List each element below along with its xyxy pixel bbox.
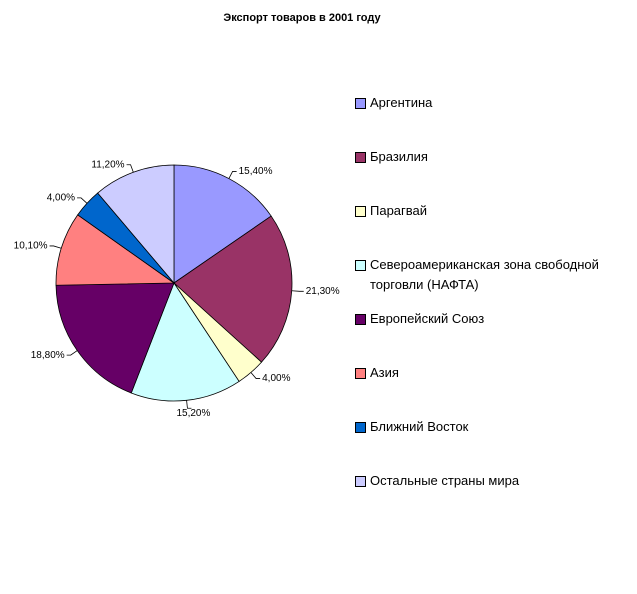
- legend-label: Североамериканская зона свободной торгов…: [370, 257, 599, 292]
- leader-line: [186, 400, 192, 409]
- legend-label: Азия: [370, 365, 399, 380]
- leader-line: [126, 164, 134, 173]
- legend-entry: Азия: [355, 363, 635, 383]
- leader-line: [66, 350, 78, 356]
- pie-slice: [55, 214, 176, 286]
- legend-label: Бразилия: [370, 149, 428, 164]
- legend-swatch: [355, 260, 366, 271]
- data-label: 15,20%: [176, 408, 210, 419]
- data-label: 18,80%: [31, 350, 65, 361]
- leader-line: [250, 372, 261, 379]
- data-label: 10,10%: [14, 241, 48, 252]
- data-label: 11,20%: [91, 159, 124, 170]
- legend-entry: Аргентина: [355, 93, 635, 113]
- legend-entry: Ближний Восток: [355, 417, 635, 437]
- legend-entry: Бразилия: [355, 147, 635, 167]
- legend-label: Аргентина: [370, 95, 433, 110]
- pie-slice: [97, 164, 175, 285]
- pie-slice: [130, 282, 240, 402]
- legend-swatch: [355, 152, 366, 163]
- legend-swatch: [355, 476, 366, 487]
- legend-swatch: [355, 368, 366, 379]
- legend-label: Европейский Союз: [370, 311, 485, 326]
- legend-entry: Парагвай: [355, 201, 635, 221]
- leader-line: [49, 245, 62, 249]
- data-label: 15,40%: [239, 166, 273, 177]
- legend-swatch: [355, 314, 366, 325]
- data-label: 4,00%: [262, 373, 290, 384]
- leader-line: [77, 197, 88, 204]
- legend-label: Ближний Восток: [370, 419, 469, 434]
- legend-entry: Европейский Союз: [355, 309, 635, 329]
- legend-label: Остальные страны мира: [370, 473, 520, 488]
- legend-label: Парагвай: [370, 203, 428, 218]
- legend-swatch: [355, 206, 366, 217]
- leader-line: [291, 290, 304, 292]
- leader-line: [228, 171, 237, 179]
- chart-title: Экспорт товаров в 2001 году: [223, 12, 381, 24]
- legend-swatch: [355, 98, 366, 109]
- legend-entry: Остальные страны мира: [355, 471, 635, 491]
- data-label: 21,30%: [306, 286, 340, 297]
- legend-entry: Североамериканская зона свободной торгов…: [355, 255, 635, 295]
- pie-slice: [55, 282, 175, 394]
- data-label: 4,00%: [47, 193, 75, 204]
- pie-slice: [173, 164, 272, 284]
- legend-swatch: [355, 422, 366, 433]
